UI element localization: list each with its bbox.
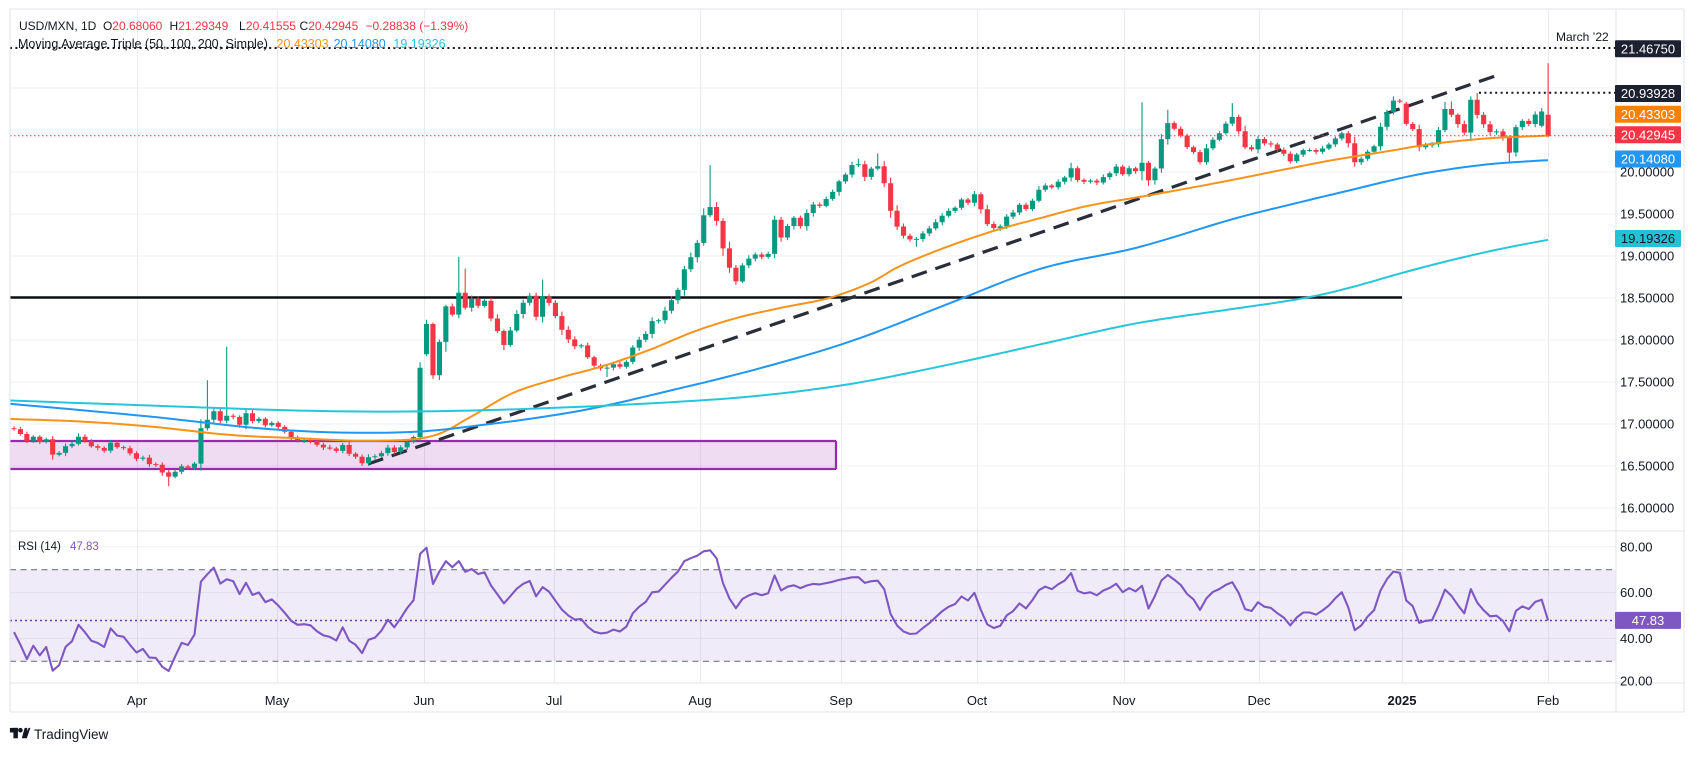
svg-text:Moving Average Triple (50, 100: Moving Average Triple (50, 100, 200, Sim… — [18, 37, 268, 51]
svg-text:Feb: Feb — [1537, 693, 1559, 708]
svg-text:16.50000: 16.50000 — [1620, 459, 1674, 474]
svg-text:60.00: 60.00 — [1620, 585, 1653, 600]
svg-text:Apr: Apr — [127, 693, 148, 708]
svg-text:TradingView: TradingView — [34, 727, 109, 742]
svg-text:Oct: Oct — [967, 693, 988, 708]
svg-text:2025: 2025 — [1388, 693, 1417, 708]
svg-text:March ’22: March ’22 — [1556, 30, 1609, 44]
svg-text:18.50000: 18.50000 — [1620, 291, 1674, 306]
svg-text:19.50000: 19.50000 — [1620, 207, 1674, 222]
svg-text:Jun: Jun — [414, 693, 435, 708]
svg-text:Sep: Sep — [829, 693, 852, 708]
svg-text:20.42945: 20.42945 — [1621, 127, 1675, 142]
svg-text:20.14080: 20.14080 — [1621, 152, 1675, 167]
svg-text:40.00: 40.00 — [1620, 631, 1653, 646]
svg-text:19.19326: 19.19326 — [1621, 231, 1675, 246]
svg-text:Aug: Aug — [688, 693, 711, 708]
svg-text:20.93928: 20.93928 — [1621, 86, 1675, 101]
svg-text:21.46750: 21.46750 — [1621, 41, 1675, 56]
svg-text:47.83: 47.83 — [1632, 613, 1665, 628]
svg-text:20.00000: 20.00000 — [1620, 165, 1674, 180]
svg-text:80.00: 80.00 — [1620, 539, 1653, 554]
svg-text:20.00: 20.00 — [1620, 674, 1653, 689]
svg-text:RSI (14)47.83: RSI (14) 47.83 — [18, 541, 99, 553]
svg-text:17.00000: 17.00000 — [1620, 417, 1674, 432]
svg-text:May: May — [265, 693, 290, 708]
svg-text:17.50000: 17.50000 — [1620, 375, 1674, 390]
svg-text:Dec: Dec — [1247, 693, 1271, 708]
svg-text:16.00000: 16.00000 — [1620, 501, 1674, 516]
svg-text:20.43303: 20.43303 — [1621, 107, 1675, 122]
svg-text:Jul: Jul — [546, 693, 563, 708]
svg-text:18.00000: 18.00000 — [1620, 333, 1674, 348]
svg-text:19.00000: 19.00000 — [1620, 249, 1674, 264]
svg-text:Nov: Nov — [1112, 693, 1136, 708]
